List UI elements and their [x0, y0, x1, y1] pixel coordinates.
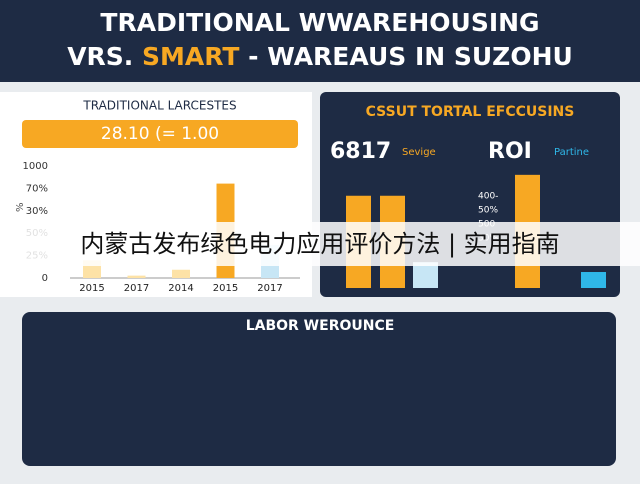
highlight-box [22, 120, 298, 148]
highlight: 28.10 (= 1.00 [101, 124, 219, 144]
panel-title: TRADITIONAL LARCESTES [82, 99, 236, 113]
bottom-panel [22, 312, 616, 466]
title-part: VRS. [67, 42, 133, 71]
bar [127, 275, 146, 278]
axis-side-label: % [15, 202, 26, 212]
panel-title: LABOR WEROUNCE [246, 318, 395, 334]
axis-label: 50% [478, 206, 498, 216]
axis-label: 70% [26, 183, 48, 194]
x-label: 2015 [79, 283, 104, 294]
x-label: 2017 [257, 283, 282, 294]
panel-title: CSSUT TORTAL EFCCUSINS [366, 104, 575, 120]
header-bg [0, 0, 640, 82]
banner: 内蒙古发布绿色电力应用评价方法 | 实用指南 [80, 230, 559, 258]
stat: ROI [488, 139, 532, 164]
title: VRS. SMART - WAREAUS IN SUZOHU [67, 42, 573, 71]
axis-label: 30% [26, 206, 48, 217]
bar [581, 272, 606, 288]
title: TRADITIONAL WWAREHOUSING [100, 8, 539, 37]
title-part: SMART [142, 42, 239, 71]
title-part: - WAREAUS IN SUZOHU [248, 42, 573, 71]
banner-bg [0, 222, 640, 266]
x-label: 2014 [168, 283, 193, 294]
axis-label: 400- [478, 192, 498, 202]
x-label: 2015 [213, 283, 238, 294]
stat: 6817 [330, 139, 391, 164]
bar [413, 262, 438, 288]
stat-note: Partine [554, 147, 589, 158]
x-label: 2017 [124, 283, 149, 294]
axis-label: 1000 [23, 161, 48, 172]
axis-label: 0 [42, 273, 48, 284]
bar [172, 269, 190, 278]
stat-note: Sevige [402, 147, 436, 158]
